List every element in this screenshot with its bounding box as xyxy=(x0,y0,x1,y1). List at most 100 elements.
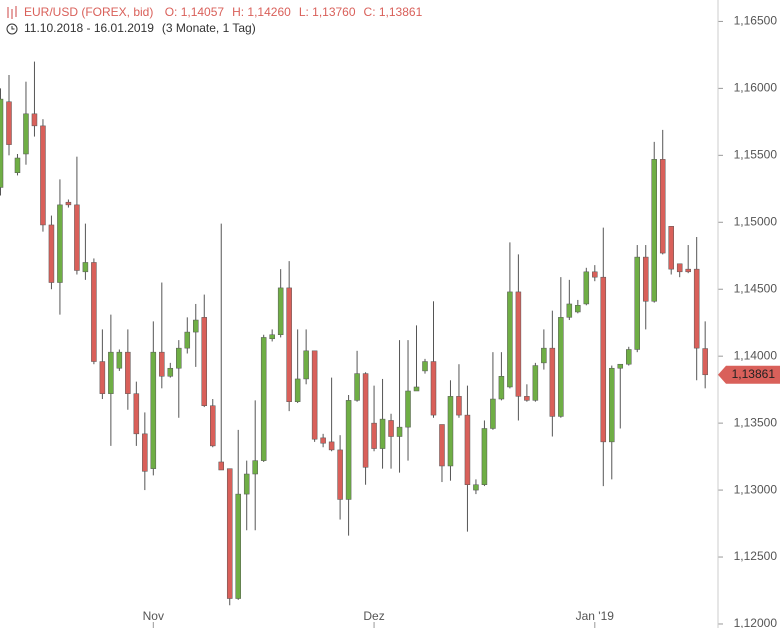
candle-body xyxy=(0,98,4,188)
candle-body xyxy=(507,291,513,388)
candle-body xyxy=(405,390,411,428)
candle-body xyxy=(642,256,649,302)
candle-body xyxy=(379,418,386,449)
candle-body xyxy=(193,319,199,333)
candle-body xyxy=(464,414,471,485)
title: EUR/USD (FOREX, bid) xyxy=(24,5,153,19)
x-tick-label: Dez xyxy=(363,609,384,623)
last-price-label: 1,13861 xyxy=(732,367,776,381)
candle-body xyxy=(651,159,657,302)
candle-body xyxy=(498,376,505,400)
candle-body xyxy=(481,428,488,485)
candle-body xyxy=(541,347,547,364)
x-tick-label: Jan '19 xyxy=(576,609,615,623)
candle-body xyxy=(91,262,97,362)
summary-item: O: 1,14057 xyxy=(165,5,225,19)
candle-body xyxy=(634,256,640,350)
candle-body xyxy=(609,367,615,443)
candle-body xyxy=(142,433,148,472)
candle-body xyxy=(396,426,403,437)
candle-body xyxy=(362,373,369,468)
candle-body xyxy=(659,159,666,254)
candle-body xyxy=(184,331,191,349)
summary-item: C: 1,13861 xyxy=(364,5,423,19)
candle-body xyxy=(320,437,326,444)
candle-body xyxy=(226,468,233,599)
candle-body xyxy=(456,396,462,416)
clock-icon xyxy=(6,23,18,35)
candle-body xyxy=(167,367,174,377)
y-tick-label: 1,15000 xyxy=(734,214,778,228)
period: (3 Monate, 1 Tag) xyxy=(162,21,256,35)
candle-body xyxy=(311,350,318,440)
clock-hand xyxy=(11,26,15,30)
candle-body xyxy=(6,101,12,145)
y-tick-label: 1,16000 xyxy=(734,81,778,95)
candle-body xyxy=(243,473,250,495)
candle-body xyxy=(210,405,216,447)
candle-body xyxy=(150,351,157,469)
candle-body xyxy=(558,317,564,417)
y-tick-label: 1,16500 xyxy=(734,14,778,28)
candle-body xyxy=(303,350,309,380)
header-icon xyxy=(7,6,17,19)
candle-body xyxy=(600,276,607,443)
candle-body xyxy=(40,125,46,226)
candle-body xyxy=(575,305,581,313)
y-tick-label: 1,14500 xyxy=(734,281,778,295)
candle-body xyxy=(218,461,224,471)
candle-body xyxy=(617,363,624,369)
y-tick-label: 1,15500 xyxy=(734,147,778,161)
candle-body xyxy=(99,361,106,394)
candle-body xyxy=(354,373,360,401)
candle-body xyxy=(57,204,63,283)
candle-body xyxy=(549,347,556,417)
candle-body xyxy=(48,224,55,283)
candle-body xyxy=(286,287,292,402)
summary-item: L: 1,13760 xyxy=(299,5,356,19)
candle-body xyxy=(371,422,377,449)
candle-body xyxy=(269,334,275,340)
candle-body xyxy=(490,398,496,429)
candle-body xyxy=(566,303,573,318)
candle-body xyxy=(626,349,632,365)
candle-body xyxy=(439,424,445,467)
chart-title: EUR/USD (FOREX, bid) O: 1,14057 H: 1,1426… xyxy=(24,5,423,19)
y-tick-label: 1,14000 xyxy=(734,348,778,362)
candle-body xyxy=(235,493,241,599)
candle-body xyxy=(65,201,72,206)
candle-body xyxy=(74,204,80,271)
candle-body xyxy=(583,271,590,305)
candle-body xyxy=(668,226,674,270)
summary-item: H: 1,14260 xyxy=(232,5,291,19)
x-tick-label: Nov xyxy=(143,609,164,623)
candle-body xyxy=(277,287,284,336)
candle-body xyxy=(345,400,352,500)
candle-body xyxy=(676,263,683,273)
candle-body xyxy=(388,420,394,437)
candle-body xyxy=(524,396,530,401)
candle-body xyxy=(447,396,454,467)
candle-body xyxy=(515,291,522,397)
candle-body xyxy=(328,441,335,451)
candle-body xyxy=(252,460,258,475)
candle-body xyxy=(294,378,301,402)
candle-body xyxy=(337,449,343,500)
y-tick-label: 1,13500 xyxy=(734,415,778,429)
candle-body xyxy=(201,317,208,406)
candle-body xyxy=(702,348,708,376)
candle-body xyxy=(125,351,131,394)
subtitle: 11.10.2018 - 16.01.2019 xyxy=(24,21,154,35)
candle-body xyxy=(82,262,89,273)
y-tick-label: 1,12500 xyxy=(734,549,778,563)
candle-body xyxy=(108,351,114,394)
candle-body xyxy=(532,365,539,401)
candle-body xyxy=(159,351,165,377)
candle-body xyxy=(133,393,140,435)
candle-body xyxy=(260,337,267,461)
candle-body xyxy=(693,268,700,349)
y-tick-label: 1,13000 xyxy=(734,482,778,496)
y-tick-label: 1,12000 xyxy=(734,616,778,628)
candle-body xyxy=(592,271,598,278)
